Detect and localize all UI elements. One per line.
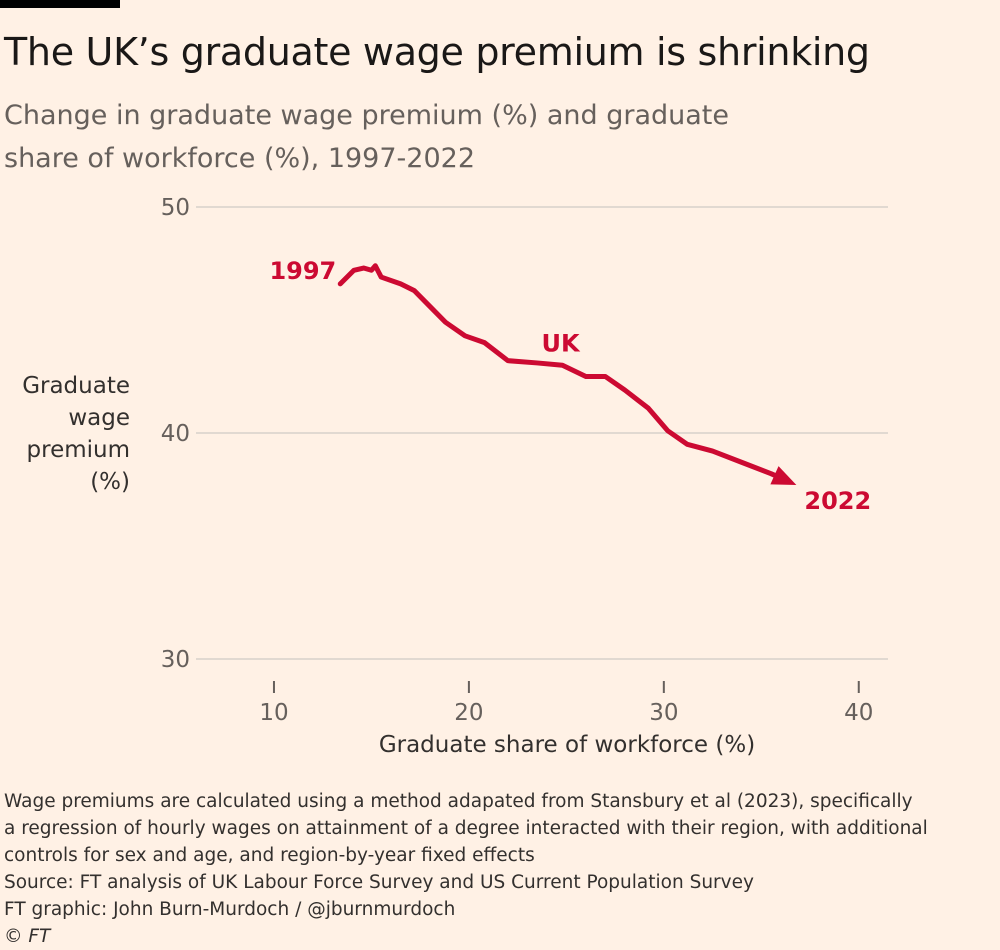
x-axis: 10 20 30 40: [259, 681, 873, 726]
y-axis-tick-labels: 30 40 50: [161, 195, 190, 673]
x-tick-label: 30: [649, 700, 678, 726]
x-tick-label: 40: [844, 700, 873, 726]
y-axis-title-line: Graduate: [22, 373, 130, 399]
x-tick-label: 20: [454, 700, 483, 726]
arrow-head: [770, 466, 797, 485]
brand-bar: [0, 0, 120, 8]
credit-note: FT graphic: John Burn-Murdoch / @jburnmu…: [4, 899, 456, 920]
series-line: [337, 263, 777, 478]
y-tick-label: 30: [161, 647, 190, 673]
series-name-label: UK: [541, 330, 580, 358]
y-axis-title-line: wage: [68, 405, 130, 431]
x-axis-title: Graduate share of workforce (%): [379, 732, 755, 758]
source-note: Source: FT analysis of UK Labour Force S…: [4, 872, 754, 893]
footnote-line: controls for sex and age, and region-by-…: [4, 845, 535, 866]
y-axis-title-line: (%): [90, 469, 130, 495]
y-axis-title: Graduate wage premium (%): [22, 373, 130, 495]
x-tick-label: 10: [259, 700, 288, 726]
annotations: UK: [541, 330, 580, 358]
line-chart: 30 40 50 10 20 30 40 Graduate wage premium (%) G…: [22, 195, 888, 758]
start-year-label: 1997: [269, 257, 336, 285]
footnote-line: Wage premiums are calculated using a met…: [4, 791, 913, 812]
end-year-label: 2022: [804, 487, 871, 515]
y-tick-label: 40: [161, 421, 190, 447]
footnote-line: a regression of hourly wages on attainme…: [4, 818, 928, 839]
chart-subtitle: Change in graduate wage premium (%) and …: [4, 100, 729, 174]
y-tick-label: 50: [161, 195, 190, 221]
y-axis-title-line: premium: [27, 437, 130, 463]
copyright-note: © FT: [4, 926, 51, 947]
footer: Wage premiums are calculated using a met…: [4, 788, 994, 950]
series-uk: 1997 2022: [269, 257, 871, 515]
gridlines: [196, 206, 888, 660]
chart-title: The UK’s graduate wage premium is shrink…: [4, 30, 870, 74]
